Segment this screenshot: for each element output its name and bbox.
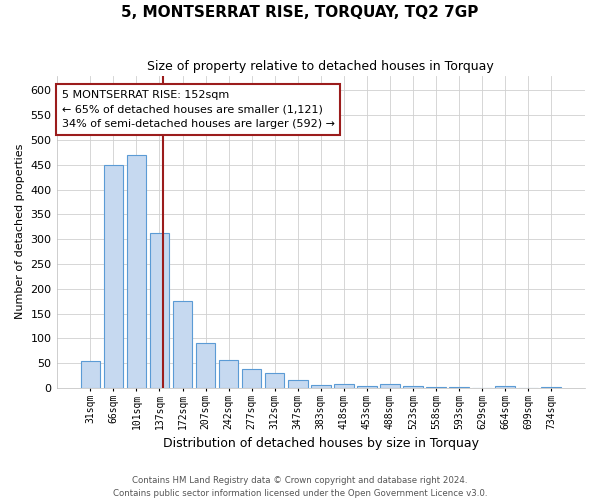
Title: Size of property relative to detached houses in Torquay: Size of property relative to detached ho…: [148, 60, 494, 73]
Bar: [380, 384, 400, 388]
Bar: [173, 301, 193, 388]
Bar: [496, 386, 515, 388]
Text: 5 MONTSERRAT RISE: 152sqm
← 65% of detached houses are smaller (1,121)
34% of se: 5 MONTSERRAT RISE: 152sqm ← 65% of detac…: [62, 90, 335, 129]
Bar: [219, 360, 238, 388]
Text: Contains HM Land Registry data © Crown copyright and database right 2024.
Contai: Contains HM Land Registry data © Crown c…: [113, 476, 487, 498]
Bar: [265, 373, 284, 388]
Bar: [196, 343, 215, 388]
Bar: [403, 386, 423, 388]
Bar: [357, 386, 377, 388]
Bar: [334, 384, 353, 388]
Bar: [104, 165, 123, 388]
Bar: [127, 155, 146, 388]
Bar: [541, 387, 561, 388]
X-axis label: Distribution of detached houses by size in Torquay: Distribution of detached houses by size …: [163, 437, 479, 450]
Bar: [149, 232, 169, 388]
Bar: [80, 360, 100, 388]
Y-axis label: Number of detached properties: Number of detached properties: [15, 144, 25, 320]
Bar: [242, 369, 262, 388]
Bar: [311, 385, 331, 388]
Bar: [288, 380, 308, 388]
Text: 5, MONTSERRAT RISE, TORQUAY, TQ2 7GP: 5, MONTSERRAT RISE, TORQUAY, TQ2 7GP: [121, 5, 479, 20]
